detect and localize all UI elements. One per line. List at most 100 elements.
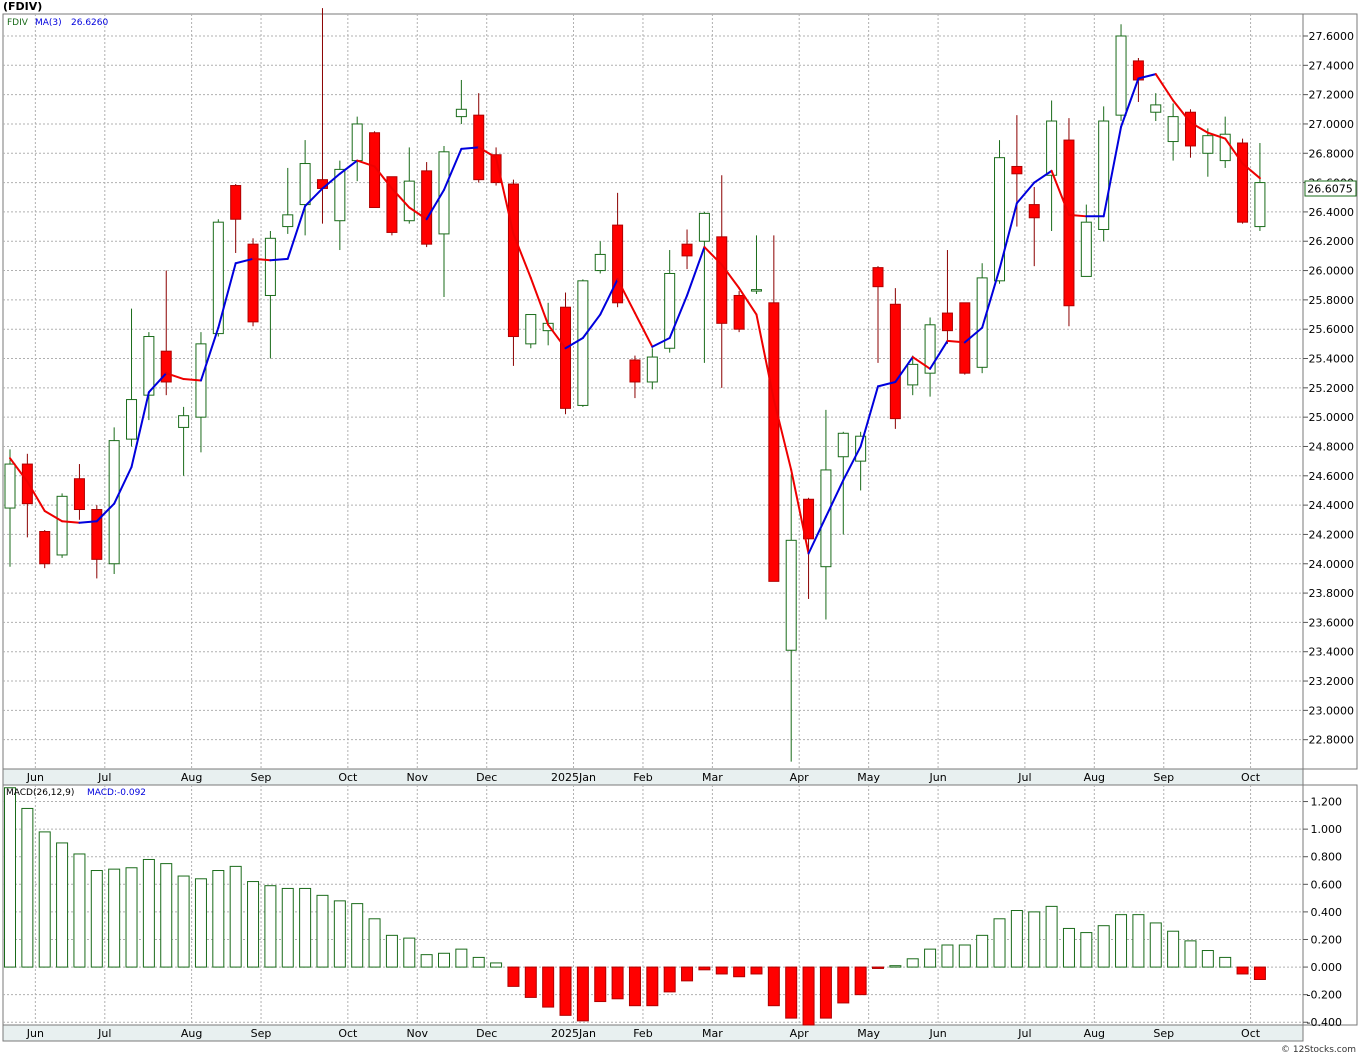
price-tick-label: 23.2000 [1309, 675, 1355, 688]
candle-body [681, 243, 693, 257]
ma-segment [408, 206, 428, 221]
candle-body [1150, 104, 1162, 113]
ma-segment [668, 294, 689, 339]
price-x-tick-label: Oct [1241, 771, 1261, 784]
candle-body [855, 435, 867, 462]
price-x-tick-label: Apr [790, 771, 810, 784]
candle-body [889, 303, 901, 420]
macd-bar [976, 934, 989, 968]
macd-bar [802, 966, 815, 1026]
macd-x-tick-label: Aug [181, 1027, 202, 1040]
ma-segment [304, 187, 324, 208]
ma-segment [95, 502, 116, 523]
candle-body [21, 463, 33, 505]
price-tick-label: 24.4000 [1309, 499, 1355, 512]
macd-bar [385, 934, 398, 968]
candle-body [941, 312, 953, 332]
macd-bar [177, 875, 190, 968]
macd-bar [247, 881, 260, 968]
ma-segment [495, 156, 515, 235]
ma-segment [1241, 162, 1261, 180]
ma-segment [963, 326, 984, 344]
candle-body [230, 185, 242, 220]
candle-body [212, 221, 224, 335]
macd-bar [472, 956, 485, 968]
macd-bar [264, 885, 277, 968]
symbol-title: (FDIV) [3, 0, 42, 13]
macd-bar [1028, 911, 1041, 968]
candle-body [247, 243, 259, 323]
last-price-badge [1304, 180, 1357, 197]
candle-body [664, 272, 676, 349]
macd-bar [924, 948, 937, 968]
candle-body [507, 183, 519, 338]
macd-bar [767, 966, 780, 1007]
candle-body [143, 336, 155, 396]
candle-body [907, 363, 919, 386]
ma-segment [373, 165, 393, 190]
ma-segment [286, 205, 307, 260]
price-x-tick-label: Feb [633, 771, 652, 784]
ma-segment [911, 356, 932, 370]
ma-segment [564, 336, 584, 350]
candle-body [959, 302, 971, 374]
candle-body [785, 539, 797, 651]
ma-segment [1206, 131, 1227, 140]
price-tick-label: 23.6000 [1309, 616, 1355, 629]
macd-bar [611, 966, 624, 1000]
ma-segment [1189, 121, 1209, 134]
ma-segment [1120, 77, 1140, 128]
candle-body [73, 478, 85, 511]
macd-x-tick-label: Oct [1241, 1027, 1261, 1040]
candle-body [351, 123, 363, 162]
ma-label: MA(3) [35, 18, 62, 28]
moving-average-line [9, 73, 1261, 555]
macd-bar [542, 966, 555, 1008]
macd-bar [681, 966, 694, 982]
candle-body [1098, 120, 1110, 231]
ma-segment [807, 515, 827, 555]
ma-segment [1102, 125, 1123, 218]
macd-bar [1045, 905, 1058, 968]
candle-body [386, 176, 398, 233]
macd-bar [1219, 956, 1232, 968]
price-tick-label: 27.4000 [1309, 59, 1355, 72]
macd-bar [1080, 932, 1093, 968]
candle-body [1202, 135, 1214, 154]
ma-segment [946, 339, 966, 344]
price-yaxis-band [1302, 13, 1358, 770]
candle-body [994, 157, 1006, 282]
macd-bar [715, 966, 728, 975]
ma-segment [720, 263, 741, 290]
macd-x-tick-label: Apr [790, 1027, 810, 1040]
candle-body [612, 224, 624, 304]
ma-segment [981, 268, 1001, 329]
ma-segment [738, 287, 758, 316]
price-x-tick-label: Mar [702, 771, 723, 784]
ma-segment [547, 323, 567, 350]
macd-x-tick-label: Aug [1084, 1027, 1105, 1040]
macd-x-tick-label: Nov [407, 1027, 429, 1040]
price-x-tick-label: May [857, 771, 880, 784]
ma-segment [165, 372, 185, 381]
candle-body [421, 170, 433, 245]
macd-bar-series [4, 787, 1266, 1026]
ma-segment [9, 457, 29, 483]
macd-bar [333, 900, 346, 968]
macd-bar [594, 966, 607, 1003]
candle-body [1115, 35, 1127, 116]
macd-bar [403, 937, 416, 968]
ma-segment [43, 509, 64, 523]
macd-tick-label: 0.400 [1311, 906, 1343, 919]
macd-bar [1201, 950, 1214, 968]
candle-body [334, 168, 346, 222]
candle-body [716, 236, 728, 324]
ma-segment [477, 146, 498, 159]
macd-bar [628, 966, 641, 1007]
ma-segment [78, 520, 98, 524]
ma-segment [252, 257, 272, 262]
candlestick-series [4, 8, 1266, 762]
macd-bar [299, 887, 312, 968]
price-x-tick-label: Aug [181, 771, 202, 784]
ma-segment [321, 172, 341, 190]
